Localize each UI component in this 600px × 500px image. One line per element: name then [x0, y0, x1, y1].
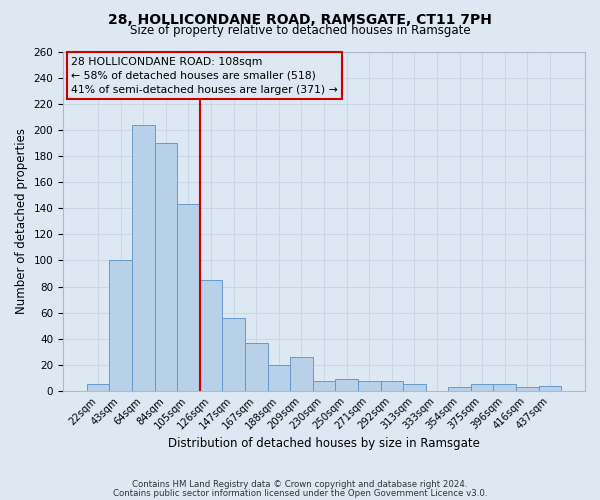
Bar — [313, 380, 335, 391]
Bar — [200, 280, 223, 391]
Bar — [268, 365, 290, 391]
Text: 28 HOLLICONDANE ROAD: 108sqm
← 58% of detached houses are smaller (518)
41% of s: 28 HOLLICONDANE ROAD: 108sqm ← 58% of de… — [71, 56, 338, 94]
Bar — [539, 386, 561, 391]
Text: Size of property relative to detached houses in Ramsgate: Size of property relative to detached ho… — [130, 24, 470, 37]
Bar — [223, 318, 245, 391]
Bar — [177, 204, 200, 391]
Bar — [335, 379, 358, 391]
Bar — [290, 357, 313, 391]
Bar — [132, 124, 155, 391]
Text: 28, HOLLICONDANE ROAD, RAMSGATE, CT11 7PH: 28, HOLLICONDANE ROAD, RAMSGATE, CT11 7P… — [108, 12, 492, 26]
Text: Contains HM Land Registry data © Crown copyright and database right 2024.: Contains HM Land Registry data © Crown c… — [132, 480, 468, 489]
Bar — [471, 384, 493, 391]
Text: Contains public sector information licensed under the Open Government Licence v3: Contains public sector information licen… — [113, 488, 487, 498]
Bar — [245, 342, 268, 391]
Bar — [155, 143, 177, 391]
X-axis label: Distribution of detached houses by size in Ramsgate: Distribution of detached houses by size … — [168, 437, 480, 450]
Bar — [87, 384, 109, 391]
Y-axis label: Number of detached properties: Number of detached properties — [15, 128, 28, 314]
Bar — [448, 387, 471, 391]
Bar — [109, 260, 132, 391]
Bar — [516, 387, 539, 391]
Bar — [358, 380, 380, 391]
Bar — [493, 384, 516, 391]
Bar — [403, 384, 425, 391]
Bar — [380, 380, 403, 391]
